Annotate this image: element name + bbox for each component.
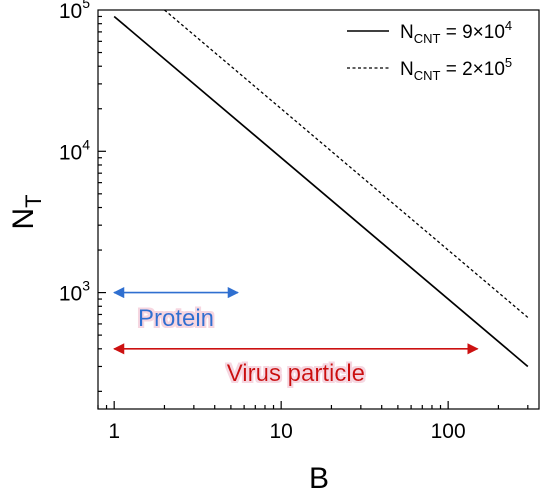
legend-entry-2-rest: = 2×10	[440, 59, 504, 80]
y-axis-label-main: N	[7, 208, 40, 230]
y-axis-ticks: 103 104 105	[59, 0, 106, 392]
series-line-dashed	[164, 9, 529, 318]
legend-entry-1-sub: CNT	[414, 31, 441, 46]
y-axis-label: NT	[7, 194, 46, 229]
legend-entry-1-rest: = 9×10	[440, 22, 504, 43]
x-tick-label-100: 100	[431, 420, 466, 443]
legend-entry-1: NCNT = 9×104	[400, 18, 512, 46]
legend-entry-2-sub: CNT	[414, 68, 441, 83]
annotation-label-0: Protein	[138, 305, 214, 332]
annotation-layer: Protein Virus particle	[113, 286, 479, 387]
legend-entry-1-sup: 4	[505, 18, 512, 33]
y-tick-label-10e3: 103	[59, 278, 90, 306]
legend-entry-2-main: N	[400, 59, 414, 80]
plot-frame	[97, 9, 540, 410]
y-tick-label-10e5: 105	[59, 0, 90, 23]
x-tick-label-1: 1	[108, 420, 120, 443]
series-layer	[113, 9, 529, 368]
legend-entry-1-main: N	[400, 22, 414, 43]
x-axis-ticks: 1 10 100	[97, 401, 529, 443]
annotation-label-1: Virus particle	[227, 360, 365, 387]
x-tick-label-10: 10	[269, 420, 292, 443]
legend-entry-2: NCNT = 2×105	[400, 55, 512, 83]
x-axis-label: B	[309, 462, 329, 495]
legend: NCNT = 9×104 NCNT = 2×105	[347, 18, 512, 83]
series-line-solid	[113, 15, 529, 368]
y-tick-label-10e4: 104	[59, 136, 90, 164]
legend-entry-2-sup: 5	[505, 55, 512, 70]
y-axis-label-sub: T	[21, 194, 46, 207]
